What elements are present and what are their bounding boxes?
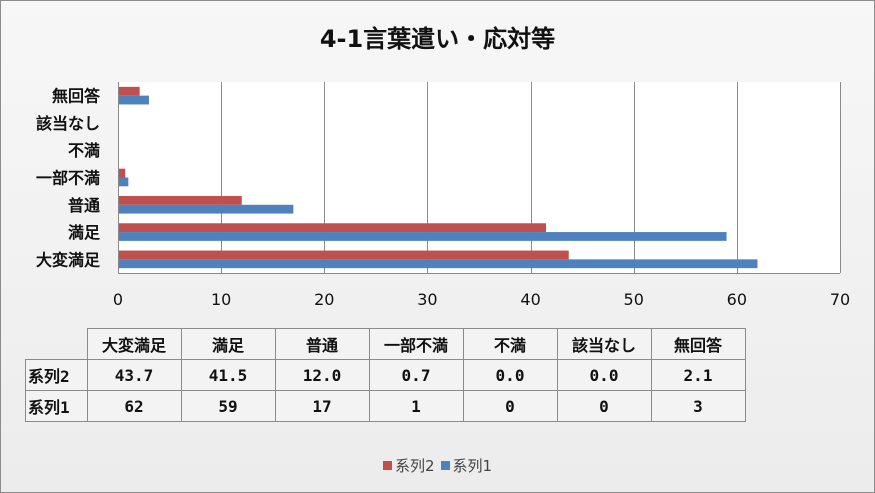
legend-swatch xyxy=(382,461,392,470)
table-cell: 0 xyxy=(556,390,652,422)
y-tick-label: 大変満足 xyxy=(36,250,101,269)
table-cell: 2.1 xyxy=(650,359,746,391)
y-tick-label: 満足 xyxy=(68,223,101,242)
table-row: 系列2 43.7 41.5 12.0 0.7 0.0 0.0 2.1 xyxy=(25,359,746,391)
legend-item: 系列1 xyxy=(440,455,493,476)
table-header-cell: 無回答 xyxy=(650,328,746,360)
bar-系列1-満足 xyxy=(119,232,727,241)
x-tick-label: 40 xyxy=(520,290,540,309)
plot-background xyxy=(118,82,840,273)
table-corner xyxy=(25,328,88,360)
bar-系列2-普通 xyxy=(119,195,242,205)
table-cell: 0.0 xyxy=(556,359,652,391)
bar-系列1-大変満足 xyxy=(119,259,758,269)
legend-label: 系列2 xyxy=(394,457,435,475)
table-cell: 43.7 xyxy=(86,359,182,391)
bar-系列1-無回答 xyxy=(119,95,149,105)
bars xyxy=(119,86,758,269)
y-tick-label: 無回答 xyxy=(52,87,101,106)
y-tick-label: 一部不満 xyxy=(36,169,100,188)
table-cell: 0 xyxy=(462,390,558,422)
chart-title: 4-1言葉遣い・応対等 xyxy=(319,25,556,53)
table-header-cell: 大変満足 xyxy=(86,328,182,360)
table-header-cell: 一部不満 xyxy=(368,328,464,360)
bar-系列2-大変満足 xyxy=(119,250,569,260)
x-tick-label: 60 xyxy=(727,290,747,309)
data-table: 大変満足 満足 普通 一部不満 不満 該当なし 無回答 系列2 43.7 41.5 12.0 0.7 0… xyxy=(25,328,746,422)
table-cell: 41.5 xyxy=(180,359,276,391)
x-tick-label: 50 xyxy=(624,290,644,309)
table-cell: 62 xyxy=(86,390,182,422)
table-cell: 0.7 xyxy=(368,359,464,391)
legend-label: 系列1 xyxy=(452,457,493,475)
legend-swatch xyxy=(440,461,450,470)
bar-系列2-満足 xyxy=(119,223,547,233)
bar-系列2-一部不満 xyxy=(119,168,126,178)
table-row-label: 系列2 xyxy=(25,359,88,391)
y-tick-label: 普通 xyxy=(68,196,100,215)
table-header-cell: 満足 xyxy=(180,328,276,360)
legend: 系列2 系列1 xyxy=(0,455,875,476)
x-tick-label: 70 xyxy=(830,290,850,309)
table-cell: 17 xyxy=(274,390,370,422)
table-header-cell: 該当なし xyxy=(556,328,652,360)
table-header-cell: 普通 xyxy=(274,328,370,360)
table-cell: 59 xyxy=(180,390,276,422)
table-row: 系列1 62 59 17 1 0 0 3 xyxy=(25,390,746,422)
x-tick-label: 20 xyxy=(314,290,334,309)
gridlines xyxy=(221,82,841,273)
bar-系列1-普通 xyxy=(119,204,294,214)
x-tick-label: 30 xyxy=(417,290,437,309)
table-cell: 3 xyxy=(650,390,746,422)
y-tick-label: 不満 xyxy=(68,141,100,160)
bar-系列1-一部不満 xyxy=(119,177,129,187)
table-cell: 12.0 xyxy=(274,359,370,391)
table-header-cell: 不満 xyxy=(462,328,558,360)
y-tick-label: 該当なし xyxy=(36,114,100,133)
table-cell: 0.0 xyxy=(462,359,558,391)
table-row-label: 系列1 xyxy=(25,390,88,422)
table-cell: 1 xyxy=(368,390,464,422)
x-tick-label: 10 xyxy=(211,290,231,309)
legend-item: 系列2 xyxy=(382,455,435,476)
axes: 0 10 20 30 40 50 60 70 大変満足 満足 普通 一部不満 不満 該当なし 無回答 xyxy=(36,82,850,309)
bar-系列2-無回答 xyxy=(119,86,140,96)
x-tick-label: 0 xyxy=(113,290,123,309)
